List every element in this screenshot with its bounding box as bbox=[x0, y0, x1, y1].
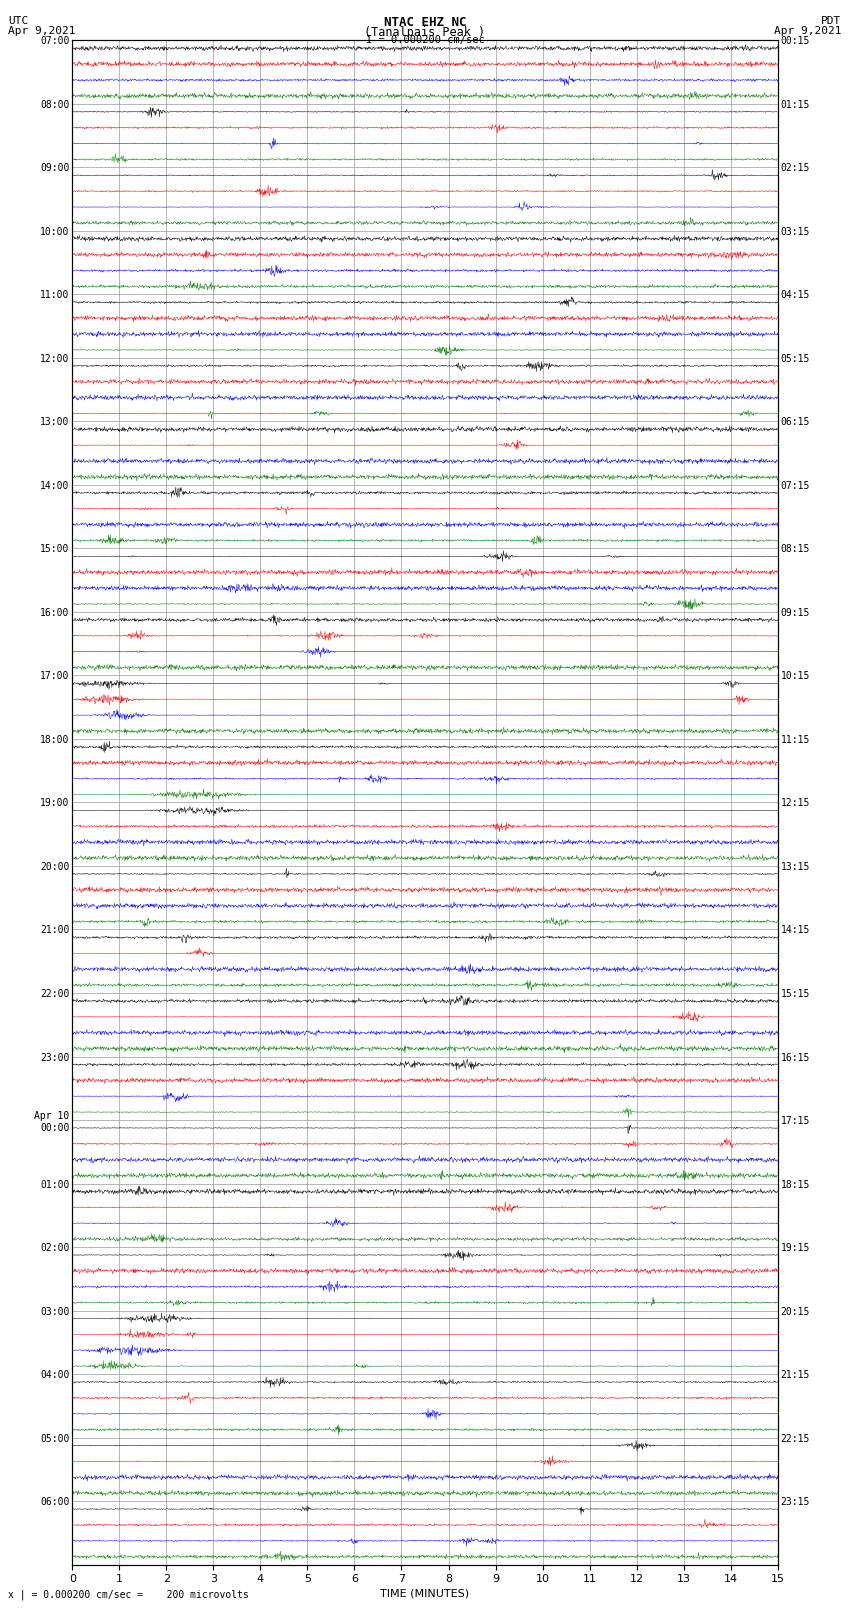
Text: NTAC EHZ NC: NTAC EHZ NC bbox=[383, 16, 467, 29]
Text: PDT: PDT bbox=[821, 16, 842, 26]
Text: Apr 9,2021: Apr 9,2021 bbox=[774, 26, 842, 35]
Text: I = 0.000200 cm/sec: I = 0.000200 cm/sec bbox=[366, 35, 484, 45]
X-axis label: TIME (MINUTES): TIME (MINUTES) bbox=[381, 1589, 469, 1598]
Text: x | = 0.000200 cm/sec =    200 microvolts: x | = 0.000200 cm/sec = 200 microvolts bbox=[8, 1589, 249, 1600]
Text: (Tanalpais Peak ): (Tanalpais Peak ) bbox=[365, 26, 485, 39]
Text: UTC: UTC bbox=[8, 16, 29, 26]
Text: Apr 9,2021: Apr 9,2021 bbox=[8, 26, 76, 35]
